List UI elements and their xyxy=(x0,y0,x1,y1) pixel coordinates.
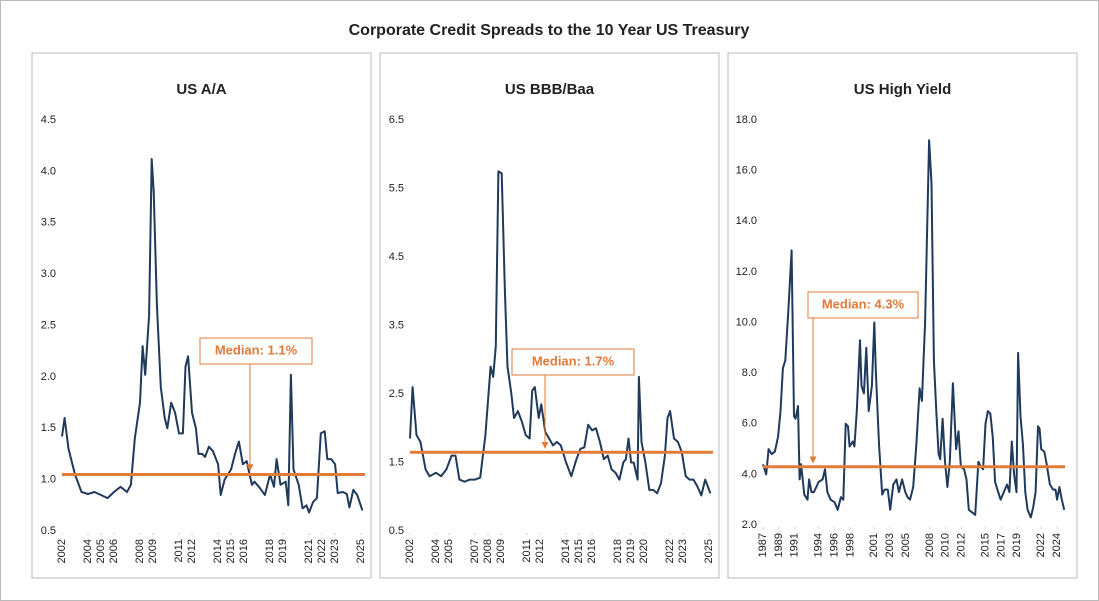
annotation-label: Median: 1.1% xyxy=(215,342,298,357)
panel-title: US High Yield xyxy=(854,81,952,98)
x-tick-label: 2011 xyxy=(521,539,533,563)
x-tick-label: 2017 xyxy=(995,533,1007,557)
x-tick-label: 2008 xyxy=(924,533,936,557)
x-tick-label: 1994 xyxy=(813,533,825,557)
x-tick-label: 2008 xyxy=(482,539,494,563)
x-tick-label: 2006 xyxy=(108,539,120,563)
x-tick-label: 2025 xyxy=(703,539,715,563)
x-tick-label: 2022 xyxy=(664,539,676,563)
x-tick-label: 2023 xyxy=(677,539,689,563)
annotation-box xyxy=(511,348,635,376)
x-tick-label: 2009 xyxy=(147,539,159,563)
y-tick-label: 2.0 xyxy=(742,519,757,531)
x-tick-label: 2004 xyxy=(430,539,442,563)
x-tick-label: 2001 xyxy=(868,533,880,557)
x-tick-label: 2012 xyxy=(534,539,546,563)
y-tick-label: 3.0 xyxy=(41,268,56,280)
x-tick-label: 1987 xyxy=(757,533,769,557)
y-tick-label: 1.5 xyxy=(41,422,56,434)
y-tick-label: 2.5 xyxy=(41,319,56,331)
y-tick-label: 18.0 xyxy=(736,114,757,126)
x-tick-label: 2014 xyxy=(560,539,572,563)
panel-frame xyxy=(379,52,720,579)
x-tick-label: 2011 xyxy=(173,539,185,563)
x-tick-label: 2010 xyxy=(940,533,952,557)
y-tick-label: 4.5 xyxy=(41,114,56,126)
y-tick-label: 2.5 xyxy=(389,388,404,400)
y-tick-label: 2.0 xyxy=(41,371,56,383)
y-tick-label: 10.0 xyxy=(736,316,757,328)
y-tick-label: 1.0 xyxy=(41,474,56,486)
panel-frame xyxy=(31,52,372,579)
x-tick-label: 2022 xyxy=(1035,533,1047,557)
y-tick-label: 0.5 xyxy=(389,525,404,537)
x-tick-label: 2018 xyxy=(612,539,624,563)
annotation-label: Median: 4.3% xyxy=(822,296,905,311)
x-tick-label: 2015 xyxy=(979,533,991,557)
x-tick-label: 2022 xyxy=(316,539,328,563)
y-tick-label: 16.0 xyxy=(736,165,757,177)
x-tick-label: 1991 xyxy=(789,533,801,557)
x-tick-label: 2005 xyxy=(900,533,912,557)
y-tick-label: 5.5 xyxy=(389,182,404,194)
x-tick-label: 1998 xyxy=(844,533,856,557)
x-tick-label: 2015 xyxy=(573,539,585,563)
y-tick-label: 0.5 xyxy=(41,525,56,537)
x-tick-label: 2018 xyxy=(264,539,276,563)
x-tick-label: 2014 xyxy=(212,539,224,563)
annotation-box xyxy=(199,337,313,365)
x-tick-label: 2019 xyxy=(625,539,637,563)
y-tick-label: 14.0 xyxy=(736,215,757,227)
x-tick-label: 2009 xyxy=(495,539,507,563)
x-tick-label: 2024 xyxy=(1051,533,1063,557)
x-tick-label: 2003 xyxy=(884,533,896,557)
x-tick-label: 2020 xyxy=(638,539,650,563)
data-line xyxy=(61,158,364,514)
data-line xyxy=(409,170,712,497)
x-tick-label: 2005 xyxy=(443,539,455,563)
x-tick-label: 2004 xyxy=(82,539,94,563)
x-tick-label: 2002 xyxy=(56,539,68,563)
x-tick-label: 2016 xyxy=(586,539,598,563)
main-title: Corporate Credit Spreads to the 10 Year … xyxy=(349,22,750,39)
y-tick-label: 4.5 xyxy=(389,251,404,263)
data-line xyxy=(762,139,1066,519)
panel-title: US BBB/Baa xyxy=(505,81,595,98)
x-tick-label: 2023 xyxy=(329,539,341,563)
x-tick-label: 2025 xyxy=(355,539,367,563)
y-tick-label: 12.0 xyxy=(736,266,757,278)
x-tick-label: 2002 xyxy=(404,539,416,563)
x-tick-label: 2012 xyxy=(956,533,968,557)
x-tick-label: 2005 xyxy=(95,539,107,563)
x-tick-label: 1989 xyxy=(773,533,785,557)
y-tick-label: 6.0 xyxy=(742,418,757,430)
annotation-box xyxy=(807,291,919,319)
x-tick-label: 2019 xyxy=(277,539,289,563)
y-tick-label: 1.5 xyxy=(389,456,404,468)
x-tick-label: 2021 xyxy=(303,539,315,563)
x-tick-label: 2019 xyxy=(1011,533,1023,557)
annotation-label: Median: 1.7% xyxy=(532,353,615,368)
y-tick-label: 4.0 xyxy=(41,165,56,177)
x-tick-label: 2016 xyxy=(238,539,250,563)
x-tick-label: 2012 xyxy=(186,539,198,563)
y-tick-label: 6.5 xyxy=(389,114,404,126)
panel-title: US A/A xyxy=(176,81,226,98)
x-tick-label: 1996 xyxy=(828,533,840,557)
y-tick-label: 8.0 xyxy=(742,367,757,379)
x-tick-label: 2015 xyxy=(225,539,237,563)
x-tick-label: 2008 xyxy=(134,539,146,563)
x-tick-label: 2007 xyxy=(469,539,481,563)
y-tick-label: 3.5 xyxy=(389,319,404,331)
y-tick-label: 4.0 xyxy=(742,468,757,480)
y-tick-label: 3.5 xyxy=(41,217,56,229)
